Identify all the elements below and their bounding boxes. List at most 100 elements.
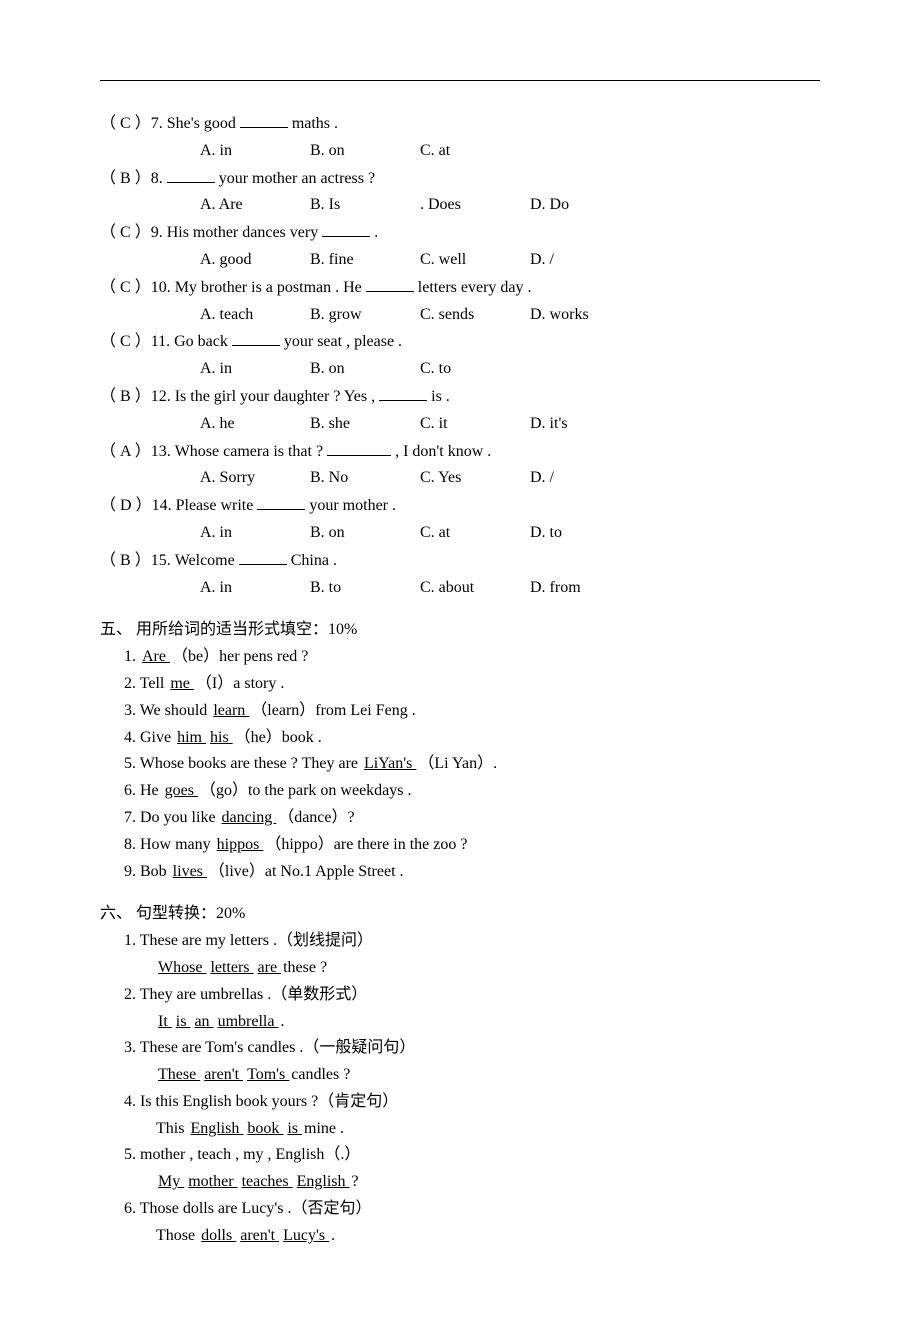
mcq-blank — [167, 166, 215, 183]
mcq-option: C. at — [420, 521, 530, 546]
fill-post: （learn）from Lei Feng . — [251, 702, 415, 719]
fill-item: 3. We should learn （learn）from Lei Feng … — [100, 699, 820, 724]
transform-a-word: teaches — [240, 1173, 295, 1190]
mcq-answer: B — [120, 388, 131, 405]
transform-a-word: Whose — [156, 959, 208, 976]
mcq-stem-pre: . Is the girl your daughter ? Yes , — [167, 388, 379, 405]
fill-item: 1. Are （be）her pens red ? — [100, 645, 820, 670]
transform-number: 6 — [124, 1200, 132, 1217]
fill-pre: . He — [132, 782, 163, 799]
transform-a-word: is — [174, 1013, 193, 1030]
fill-item: 7. Do you like dancing （dance）? — [100, 806, 820, 831]
transform-a-word: is — [285, 1120, 304, 1137]
fill-number: 9 — [124, 863, 132, 880]
mcq-stem-post: letters every day . — [414, 279, 532, 296]
transform-a-word: umbrella — [216, 1013, 281, 1030]
mcq-options: A. AreB. Is. DoesD. Do — [100, 193, 820, 218]
mcq-question: （ C ）11. Go back your seat , please . — [100, 329, 820, 355]
mcq-answer: C — [120, 279, 131, 296]
mcq-number: 13 — [151, 443, 167, 460]
mcq-stem-pre: . Please write — [168, 497, 258, 514]
mcq-blank — [232, 329, 280, 346]
mcq-blank — [257, 493, 305, 510]
mcq-answer: D — [120, 497, 132, 514]
transform-number: 4 — [124, 1093, 132, 1110]
mcq-blank — [366, 275, 414, 292]
mcq-number: 14 — [152, 497, 168, 514]
fill-answer: his — [208, 729, 235, 746]
transform-a-word: English — [188, 1120, 245, 1137]
mcq-question: （ B ）8. your mother an actress ? — [100, 166, 820, 192]
transform-a-word: an — [192, 1013, 215, 1030]
transform-answer: This English book is mine . — [100, 1117, 820, 1142]
transform-number: 3 — [124, 1039, 132, 1056]
mcq-answer: C — [120, 224, 131, 241]
transform-a-post: these ? — [283, 959, 327, 976]
section-5-items: 1. Are （be）her pens red ?2. Tell me （I）a… — [100, 645, 820, 884]
mcq-stem-post: your seat , please . — [280, 333, 402, 350]
transform-a-post: candles ? — [291, 1066, 350, 1083]
fill-post: （dance）? — [278, 809, 354, 826]
mcq-blank — [322, 220, 370, 237]
mcq-option: A. in — [200, 521, 310, 546]
section-5-head: 五、 用所给词的适当形式填空：10% — [100, 618, 820, 643]
mcq-blank — [379, 384, 427, 401]
mcq-stem-pre: . My brother is a postman . He — [167, 279, 366, 296]
mcq-option: B. on — [310, 139, 420, 164]
fill-number: 7 — [124, 809, 132, 826]
worksheet-page: （ C ）7. She's good maths .A. inB. onC. a… — [0, 0, 920, 1331]
mcq-stem-pre: . — [159, 170, 167, 187]
mcq-option: C. at — [420, 139, 530, 164]
transform-a-word: These — [156, 1066, 202, 1083]
transform-a-word: letters — [208, 959, 255, 976]
mcq-stem-pre: . His mother dances very — [159, 224, 323, 241]
transform-a-word: It — [156, 1013, 174, 1030]
transform-question: 1. These are my letters .（划线提问） — [100, 929, 820, 954]
mcq-blank — [239, 548, 287, 565]
mcq-option: B. on — [310, 357, 420, 382]
mcq-question: （ B ）15. Welcome China . — [100, 548, 820, 574]
fill-answer: learn — [211, 702, 251, 719]
mcq-option: A. he — [200, 412, 310, 437]
transform-question: 6. Those dolls are Lucy's .（否定句） — [100, 1197, 820, 1222]
transform-q-text: . Is this English book yours ?（肯定句） — [132, 1093, 398, 1110]
mcq-stem-pre: . She's good — [159, 115, 240, 132]
mcq-stem-pre: . Go back — [166, 333, 232, 350]
fill-item: 4. Give him his （he）book . — [100, 726, 820, 751]
transform-a-post: . — [331, 1227, 335, 1244]
fill-post: （hippo）are there in the zoo ? — [265, 836, 467, 853]
mcq-options: A. teachB. growC. sendsD. works — [100, 303, 820, 328]
fill-number: 4 — [124, 729, 132, 746]
transform-a-word: My — [156, 1173, 186, 1190]
mcq-option: D. from — [530, 576, 581, 601]
mcq-question: （ C ）10. My brother is a postman . He le… — [100, 275, 820, 301]
transform-answer: These aren't Tom's candles ? — [100, 1063, 820, 1088]
transform-a-pre: This — [156, 1120, 188, 1137]
fill-pre: . Whose books are these ? They are — [132, 755, 362, 772]
mcq-question: （ A ）13. Whose camera is that ? , I don'… — [100, 439, 820, 465]
mcq-answer: C — [120, 115, 131, 132]
fill-post: （be）her pens red ? — [172, 648, 308, 665]
transform-a-word: aren't — [202, 1066, 245, 1083]
transform-a-word: dolls — [199, 1227, 238, 1244]
fill-post: （I）a story . — [196, 675, 284, 692]
transform-number: 5 — [124, 1146, 132, 1163]
fill-number: 5 — [124, 755, 132, 772]
fill-item: 2. Tell me （I）a story . — [100, 672, 820, 697]
section-6-head: 六、 句型转换：20% — [100, 902, 820, 927]
mcq-options: A. inB. onC. atD. to — [100, 521, 820, 546]
mcq-option: A. in — [200, 576, 310, 601]
mcq-question: （ C ）7. She's good maths . — [100, 111, 820, 137]
mcq-option: B. to — [310, 576, 420, 601]
mcq-option: C. it — [420, 412, 530, 437]
mcq-number: 7 — [151, 115, 159, 132]
transform-a-post: . — [280, 1013, 284, 1030]
top-rule — [100, 80, 820, 81]
mcq-number: 12 — [151, 388, 167, 405]
transform-a-word: aren't — [238, 1227, 281, 1244]
fill-pre: . How many — [132, 836, 215, 853]
fill-post: （Li Yan）. — [418, 755, 497, 772]
mcq-option: D. / — [530, 248, 554, 273]
mcq-option: D. to — [530, 521, 562, 546]
transform-a-pre: Those — [156, 1227, 199, 1244]
